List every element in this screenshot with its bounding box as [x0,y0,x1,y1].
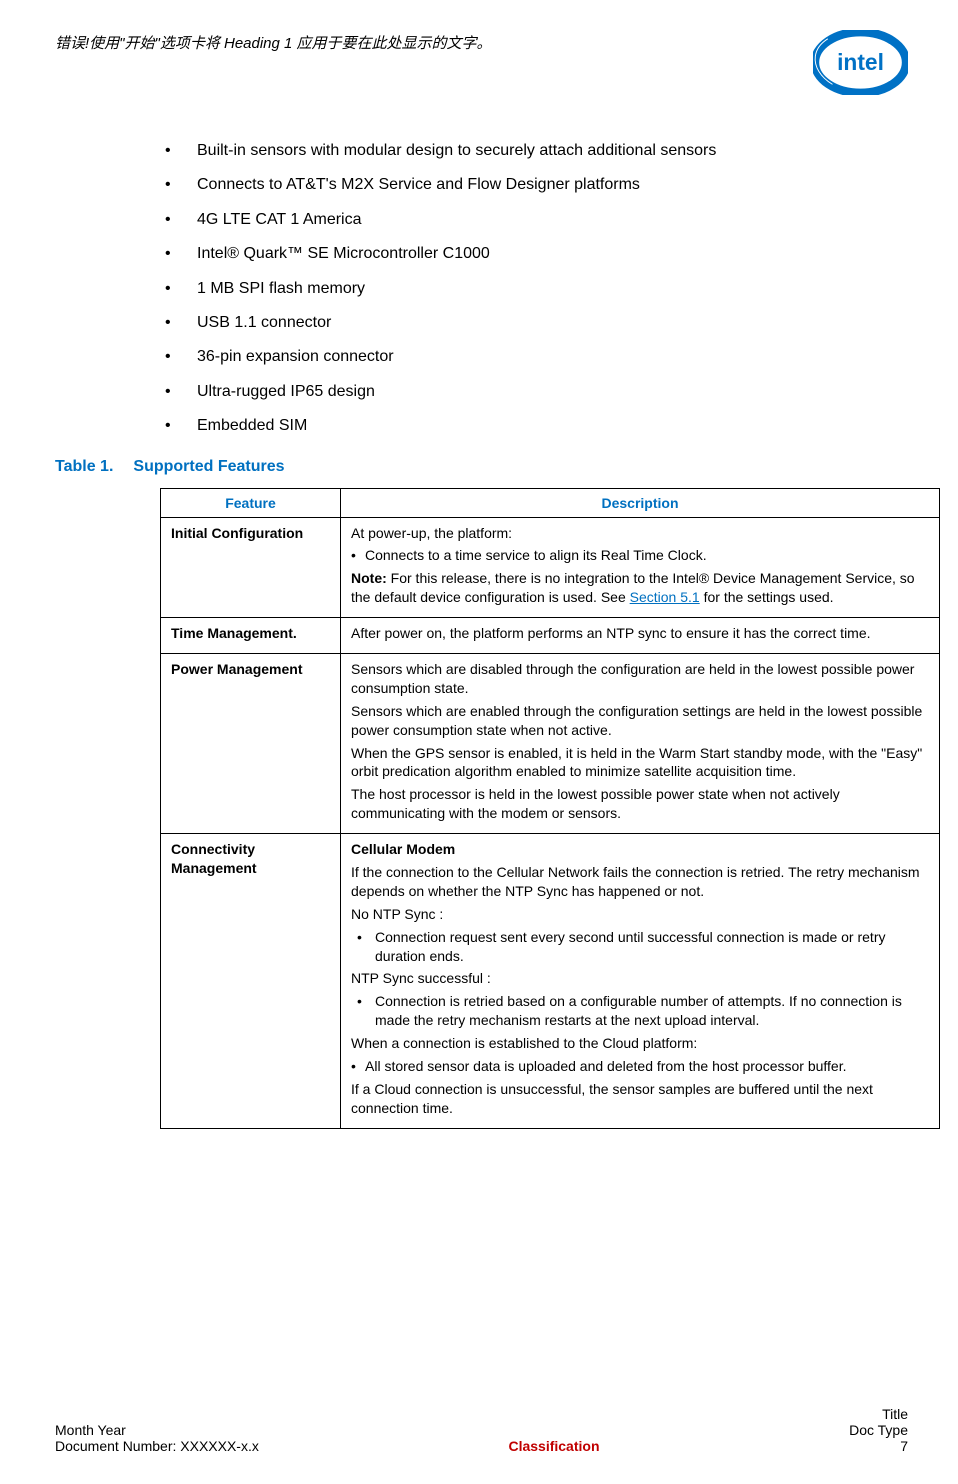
feature-cell: Power Management [161,653,341,833]
svg-text:intel: intel [837,49,884,75]
footer-doc-type: Doc Type [849,1422,908,1438]
cell-text: Sensors which are disabled through the c… [351,660,929,698]
cell-text: The host processor is held in the lowest… [351,785,929,823]
table-caption: Table 1. Supported Features [55,458,908,476]
feature-cell: Connectivity Management [161,834,341,1129]
footer-title: Title [849,1406,908,1422]
page-header: 错误!使用"开始"选项卡将 Heading 1 应用于要在此处显示的文字。 in… [55,30,908,95]
table-row: Time Management. After power on, the pla… [161,618,940,654]
cell-text: At power-up, the platform: [351,524,929,543]
section-link[interactable]: Section 5.1 [630,589,700,605]
feature-bullet-list: Built-in sensors with modular design to … [165,140,908,438]
table-row: Initial Configuration At power-up, the p… [161,517,940,618]
header-feature: Feature [161,488,341,517]
intel-logo: intel [813,30,908,95]
cell-text: NTP Sync successful : [351,969,929,988]
feature-cell: Time Management. [161,618,341,654]
bullet-item: Ultra-rugged IP65 design [165,381,908,403]
table-row: Connectivity Management Cellular Modem I… [161,834,940,1129]
cell-bullet: Connects to a time service to align its … [351,546,929,565]
bullet-item: USB 1.1 connector [165,312,908,334]
footer-month-year: Month Year [55,1422,259,1438]
bullet-item: 1 MB SPI flash memory [165,278,908,300]
cell-text: No NTP Sync : [351,905,929,924]
description-cell: At power-up, the platform: Connects to a… [341,517,940,618]
page-footer: Month Year Document Number: XXXXXX-x.x C… [55,1406,908,1454]
cell-bullet: All stored sensor data is uploaded and d… [351,1057,929,1076]
supported-features-table: Feature Description Initial Configuratio… [160,488,940,1129]
footer-doc-number: Document Number: XXXXXX-x.x [55,1438,259,1454]
cell-subheading: Cellular Modem [351,840,929,859]
caption-title: Supported Features [133,458,284,475]
note-text-end: for the settings used. [700,589,834,605]
footer-page-number: 7 [849,1438,908,1454]
bullet-item: 4G LTE CAT 1 America [165,209,908,231]
bullet-item: Built-in sensors with modular design to … [165,140,908,162]
cell-note: Note: For this release, there is no inte… [351,569,929,607]
header-error-text: 错误!使用"开始"选项卡将 Heading 1 应用于要在此处显示的文字。 [55,30,492,53]
bullet-item: 36-pin expansion connector [165,346,908,368]
cell-text: After power on, the platform performs an… [351,624,929,643]
bullet-item: Embedded SIM [165,415,908,437]
cell-text: If a Cloud connection is unsuccessful, t… [351,1080,929,1118]
description-cell: Cellular Modem If the connection to the … [341,834,940,1129]
cell-text: Sensors which are enabled through the co… [351,702,929,740]
footer-right: Title Doc Type 7 [849,1406,908,1454]
cell-bullet: Connection is retried based on a configu… [351,992,929,1030]
cell-bullet: Connection request sent every second unt… [351,928,929,966]
description-cell: After power on, the platform performs an… [341,618,940,654]
cell-text: When the GPS sensor is enabled, it is he… [351,744,929,782]
cell-text: When a connection is established to the … [351,1034,929,1053]
header-description: Description [341,488,940,517]
caption-number: Table 1. [55,458,113,475]
bullet-item: Intel® Quark™ SE Microcontroller C1000 [165,243,908,265]
cell-text: If the connection to the Cellular Networ… [351,863,929,901]
table-row: Power Management Sensors which are disab… [161,653,940,833]
footer-classification: Classification [508,1438,599,1454]
note-label: Note: [351,570,387,586]
feature-cell: Initial Configuration [161,517,341,618]
table-header-row: Feature Description [161,488,940,517]
bullet-item: Connects to AT&T's M2X Service and Flow … [165,174,908,196]
description-cell: Sensors which are disabled through the c… [341,653,940,833]
footer-left: Month Year Document Number: XXXXXX-x.x [55,1422,259,1454]
